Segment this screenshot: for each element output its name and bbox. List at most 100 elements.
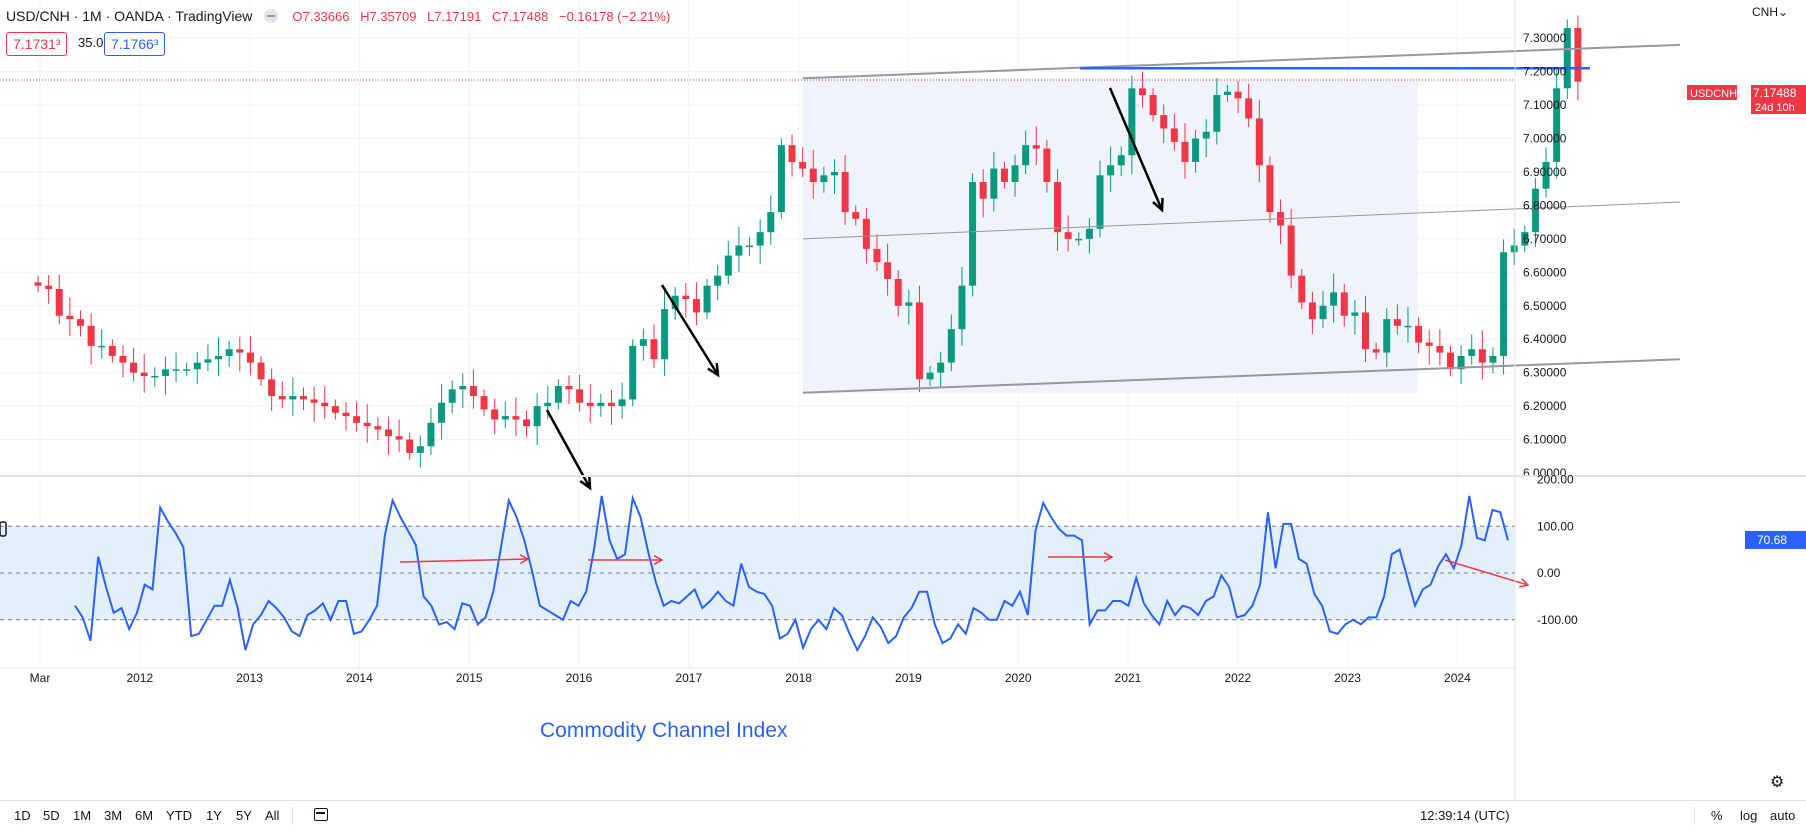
timeframe-1d[interactable]: 1D (14, 808, 31, 823)
candle-body (119, 355, 127, 363)
candle-body (1107, 165, 1115, 176)
candle-body (618, 399, 626, 407)
candle-body (565, 386, 573, 390)
candle-body (438, 402, 446, 423)
percent-scale-toggle[interactable]: % (1711, 808, 1723, 823)
timeframe-3m[interactable]: 3M (104, 808, 123, 823)
candle-body (523, 419, 531, 427)
sell-price-button[interactable]: 7.1731³ (6, 32, 68, 56)
candle-body (692, 299, 700, 313)
x-axis-tick-label: 2014 (346, 671, 373, 685)
candle-body (427, 422, 435, 447)
y-axis-tick-label: 7.20000 (1523, 65, 1567, 79)
divergence-arrow-head (653, 555, 664, 565)
currency-selector[interactable]: CNH⌄ (1752, 5, 1789, 19)
candle-body (1425, 342, 1433, 346)
y-axis-tick-label: 6.10000 (1523, 433, 1567, 447)
buy-price-button[interactable]: 7.1766³ (104, 32, 166, 56)
candle-body (852, 212, 860, 219)
timeframe-5d[interactable]: 5D (43, 808, 60, 823)
candle-body (1234, 91, 1242, 99)
candle-body (1085, 228, 1093, 239)
ohlc-low: L7.17191 (427, 8, 482, 24)
timeframe-1y[interactable]: 1Y (206, 808, 222, 823)
timeframe-ytd[interactable]: YTD (166, 808, 192, 823)
candle-body (1308, 302, 1316, 320)
timeframe-6m[interactable]: 6M (135, 808, 154, 823)
candle-body (331, 406, 339, 413)
candle-body (161, 369, 169, 376)
candle-body (1510, 245, 1518, 253)
candle-body (416, 446, 424, 453)
candle-body (1011, 165, 1019, 182)
candle-body (990, 168, 998, 199)
y-axis-tick-label: 7.00000 (1523, 132, 1567, 146)
candle-body (1181, 141, 1189, 162)
candle-body (363, 422, 371, 427)
y-axis-tick-label: 6.20000 (1523, 399, 1567, 413)
gear-icon[interactable]: ⚙ (1770, 774, 1785, 791)
candle-body (183, 369, 191, 371)
divergence-arrow[interactable] (1444, 559, 1529, 586)
candle-body (448, 389, 456, 403)
cci-line[interactable] (74, 494, 1509, 653)
candle-body (1489, 355, 1497, 363)
candle-body (45, 285, 53, 290)
visibility-icon[interactable] (264, 9, 279, 23)
x-axis-tick-label: 2021 (1115, 671, 1142, 685)
candle-body (1521, 232, 1529, 246)
cci-value-tag-bg (1745, 530, 1806, 549)
channel-upper-line[interactable] (802, 43, 1681, 80)
candle-body (1075, 238, 1083, 241)
cci-value-label: 70.68 (1757, 533, 1787, 547)
candle-body (958, 285, 966, 330)
candle-body (1531, 188, 1539, 233)
auto-scale-toggle[interactable]: auto (1770, 808, 1796, 823)
candle-body (862, 218, 870, 249)
bar-countdown-label: 24d 10h (1755, 102, 1795, 114)
candle-body (905, 302, 913, 306)
x-axis-tick-label: 2016 (566, 671, 593, 685)
candle-body (533, 406, 541, 427)
trend-arrow[interactable] (660, 284, 720, 376)
candle-body (788, 145, 796, 162)
indicator-title: Commodity Channel Index (540, 719, 788, 742)
timeframe-all[interactable]: All (265, 808, 280, 823)
candle-body (34, 282, 42, 286)
candle-body (607, 402, 615, 407)
candle-body (480, 396, 488, 410)
x-axis-tick-label: 2017 (675, 671, 702, 685)
drawing-tool-icon[interactable] (0, 521, 7, 537)
symbol-title[interactable]: USD/CNH · 1M · OANDA · TradingView (6, 8, 253, 24)
candle-body (1096, 175, 1104, 229)
candle-body (714, 275, 722, 286)
trend-arrow[interactable] (1108, 87, 1164, 211)
candle-body (278, 396, 286, 400)
candle-body (746, 245, 754, 248)
y-axis-tick-label: 7.10000 (1523, 98, 1567, 112)
candle-body (1000, 168, 1008, 182)
timeframe-5y[interactable]: 5Y (236, 808, 252, 823)
log-scale-toggle[interactable]: log (1740, 808, 1758, 823)
candle-body (512, 416, 520, 420)
candle-body (735, 245, 743, 256)
divergence-arrow[interactable] (399, 558, 529, 563)
divergence-arrow-head (1103, 552, 1114, 562)
price-chart-svg[interactable]: USDCNH 7.17488 24d 10h 70.68 Commodity Chan… (0, 0, 1806, 800)
channel-lower-line[interactable] (802, 358, 1681, 394)
candle-body (767, 212, 775, 233)
channel-mid-line[interactable] (802, 201, 1681, 240)
candle-body (1255, 118, 1263, 166)
calendar-range-icon[interactable] (314, 808, 328, 821)
y-axis-tick-label: 6.50000 (1523, 299, 1567, 313)
candle-body (1245, 98, 1253, 119)
candle-body (1223, 91, 1231, 96)
ohlc-legend: O7.33666 H7.35709 L7.17191 C7.17488 −0.1… (292, 9, 677, 24)
utc-clock[interactable]: 12:39:14 (UTC) (1420, 808, 1510, 823)
cci-axis-tick-label: 200.00 (1537, 473, 1574, 487)
timeframe-1m[interactable]: 1M (73, 808, 92, 823)
candle-body (501, 416, 509, 420)
candle-body (1542, 161, 1550, 189)
ohlc-high: H7.35709 (360, 8, 417, 24)
